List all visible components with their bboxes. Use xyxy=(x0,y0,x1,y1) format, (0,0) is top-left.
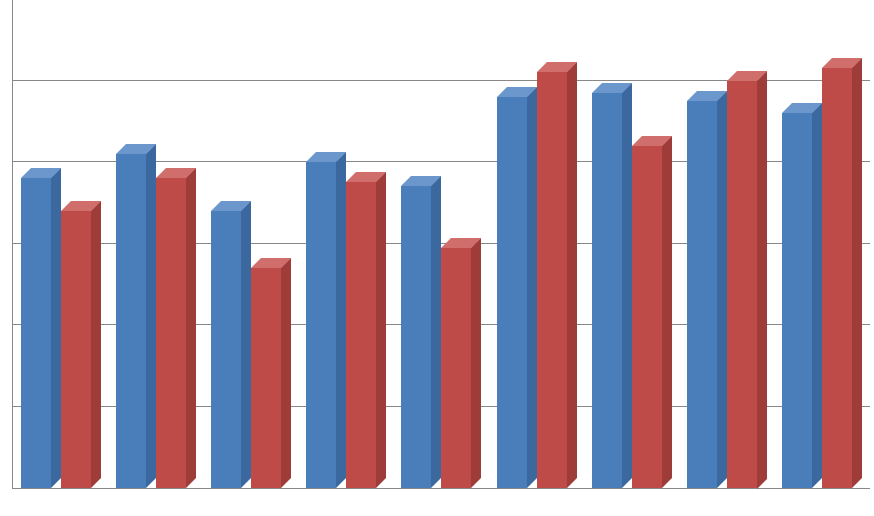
bar-series-a xyxy=(21,168,61,488)
bar-group xyxy=(680,0,775,488)
bar-series-b xyxy=(822,58,862,488)
bar-series-a xyxy=(401,176,441,488)
bar-group xyxy=(203,0,298,488)
bar-group xyxy=(775,0,870,488)
bar-group xyxy=(13,0,108,488)
bar-series-b xyxy=(156,168,196,488)
bar-groups xyxy=(13,0,870,488)
bar-series-a xyxy=(592,83,632,488)
bar-series-a xyxy=(306,152,346,488)
bar-series-b xyxy=(346,172,386,488)
bar-group xyxy=(299,0,394,488)
bar-group xyxy=(394,0,489,488)
bar-group xyxy=(108,0,203,488)
bar-series-a xyxy=(116,144,156,488)
bar-series-b xyxy=(632,136,672,488)
bar-series-b xyxy=(251,258,291,488)
bar-series-a xyxy=(211,201,251,488)
bar-series-a xyxy=(687,91,727,488)
bar-series-b xyxy=(441,238,481,488)
bar-chart xyxy=(0,0,874,516)
bar-group xyxy=(584,0,679,488)
bar-series-b xyxy=(727,71,767,489)
plot-area xyxy=(12,0,870,489)
bar-group xyxy=(489,0,584,488)
bar-series-a xyxy=(782,103,822,488)
bar-series-b xyxy=(61,201,101,488)
bar-series-b xyxy=(537,62,577,488)
bar-series-a xyxy=(497,87,537,488)
